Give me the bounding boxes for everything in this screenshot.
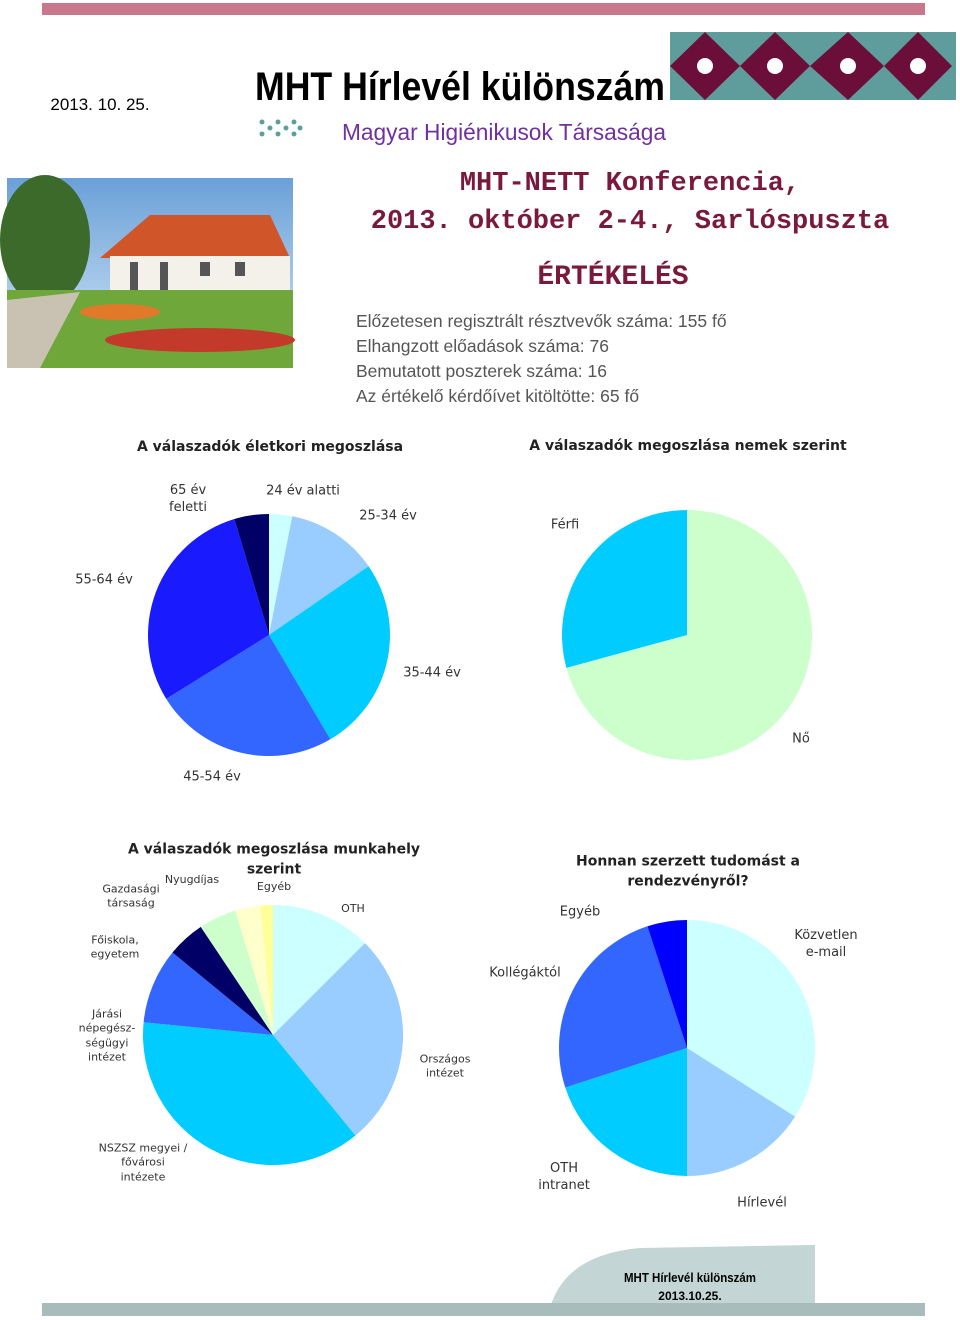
pie-slice	[565, 1048, 687, 1176]
pie-slice	[559, 926, 687, 1088]
logo-dots	[259, 119, 303, 137]
chart-title: A válaszadók életkori megoszlása	[136, 439, 404, 456]
pie-slice	[166, 635, 331, 757]
slice-label: Főiskola, egyetem	[90, 933, 140, 961]
stat: Az értékelő kérdőívet kitöltötte: 65 fő	[356, 386, 639, 406]
slice-label: NSZSZ megyei / fővárosi intézete	[98, 1141, 188, 1184]
pie-slice	[269, 514, 293, 635]
slice-label: Egyéb	[256, 879, 292, 893]
section-title: ÉRTÉKELÉS	[537, 261, 688, 293]
header-subtitle: Magyar Higiénikusok Társasága	[342, 119, 666, 145]
pie-slice	[273, 943, 403, 1136]
slice-label: 35-44 év	[403, 665, 461, 681]
chart-title: Honnan szerzett tudomást a rendezvényről…	[575, 853, 801, 889]
pie-slice	[147, 519, 269, 699]
conf-title: 2013. október 2-4., Sarlóspuszta	[371, 207, 889, 237]
slice-label: Egyéb	[559, 904, 601, 920]
slice-label: Férfi	[550, 517, 580, 533]
stat: Elhangzott előadások száma: 76	[356, 336, 609, 356]
pie-slice	[260, 905, 273, 1035]
pie-slice	[234, 514, 269, 635]
pie-slice	[200, 910, 273, 1035]
pie-slice	[269, 516, 369, 635]
slice-label: 65 év feletti	[169, 483, 207, 515]
pie-slice	[687, 1048, 796, 1176]
slice-label: 24 év alatti	[266, 483, 340, 499]
pie-slice	[273, 905, 365, 1035]
date: 2013. 10. 25.	[50, 95, 149, 114]
footer-date: 2013.10.25.	[658, 1289, 721, 1303]
header-title: MHT Hírlevél különszám	[255, 65, 665, 109]
pie-slice	[566, 510, 812, 761]
stat: Előzetesen regisztrált résztvevők száma:…	[356, 311, 727, 331]
pie-slice	[687, 920, 815, 1117]
slice-label: Gazdasági társaság	[102, 882, 160, 910]
slice-label: OTH	[341, 901, 365, 915]
slice-label: Nő	[792, 731, 810, 747]
slice-label: OTH intranet	[538, 1161, 590, 1193]
chart-title: A válaszadók megoszlása munkahely szerin…	[127, 841, 421, 877]
photo	[0, 175, 295, 368]
pie-slice	[172, 926, 273, 1035]
pie-slice	[269, 566, 390, 740]
chart-title: A válaszadók megoszlása nemek szerint	[529, 438, 847, 455]
pie-slice	[143, 952, 273, 1035]
slice-label: 25-34 év	[359, 508, 417, 524]
slice-label: 45-54 év	[183, 769, 241, 785]
slice-label: 55-64 év	[75, 572, 133, 588]
decor-band	[670, 32, 956, 100]
footer-bar	[42, 1303, 925, 1316]
slice-label: Járási népegész-ségügyi intézet	[78, 1007, 136, 1064]
stat: Bemutatott poszterek száma: 16	[356, 361, 607, 381]
footer-title: MHT Hírlevél különszám	[624, 1270, 756, 1285]
slice-label: Közvetlen e-mail	[794, 928, 858, 960]
pie-slice	[143, 1022, 356, 1165]
slice-label: Országos intézet	[419, 1052, 471, 1080]
slice-label: Hírlevél	[737, 1195, 787, 1211]
footer-shape	[548, 1245, 815, 1316]
pie-slice	[562, 510, 687, 668]
conf-title: MHT-NETT Konferencia,	[460, 169, 800, 199]
pie-slice	[647, 920, 687, 1048]
slice-label: Nyugdíjas	[164, 872, 220, 886]
slice-label: Kollégáktól	[489, 965, 561, 981]
pie-slice	[235, 905, 273, 1035]
top-bar	[42, 3, 925, 15]
